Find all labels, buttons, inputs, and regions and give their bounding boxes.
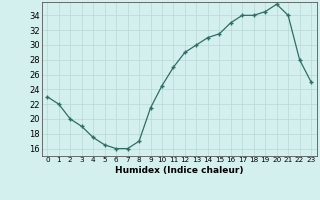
X-axis label: Humidex (Indice chaleur): Humidex (Indice chaleur)	[115, 166, 244, 175]
